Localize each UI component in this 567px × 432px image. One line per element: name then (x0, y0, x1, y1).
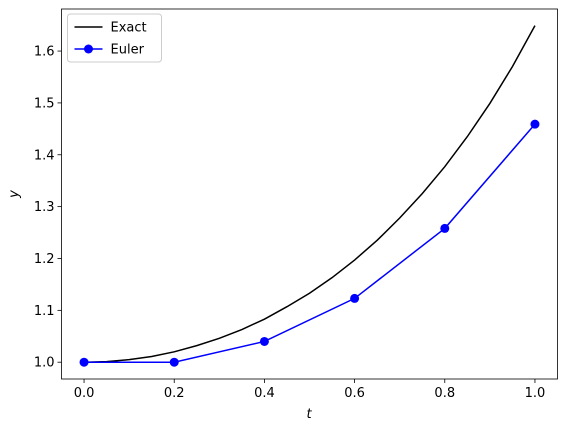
legend-label: Exact (111, 21, 147, 36)
legend-marker (84, 44, 93, 54)
series-line (84, 123, 536, 363)
x-axis-label: t (306, 407, 312, 422)
y-tick-label: 1.2 (34, 252, 55, 267)
y-tick-label: 1.3 (34, 200, 55, 215)
y-tick-label: 1.1 (34, 304, 55, 319)
x-tick-label: 0.2 (164, 386, 185, 401)
y-tick-label: 1.5 (34, 96, 55, 111)
y-tick-label: 1.0 (34, 356, 55, 371)
data-point (79, 357, 89, 367)
x-tick-label: 0.8 (434, 386, 455, 401)
data-point (169, 357, 179, 367)
y-tick-label: 1.6 (34, 45, 55, 60)
data-point (350, 293, 360, 303)
y-tick-label: 1.4 (34, 148, 55, 163)
x-tick-label: 0.6 (344, 386, 365, 401)
plot-frame (61, 8, 558, 380)
data-point (530, 119, 540, 129)
y-axis-label: y (7, 190, 22, 199)
data-point (259, 336, 269, 346)
x-tick-label: 0.0 (74, 386, 95, 401)
series-line (84, 25, 536, 363)
legend-label: Euler (111, 43, 145, 58)
data-point (440, 223, 450, 233)
x-tick-label: 1.0 (525, 386, 546, 401)
x-tick-label: 0.4 (254, 386, 275, 401)
